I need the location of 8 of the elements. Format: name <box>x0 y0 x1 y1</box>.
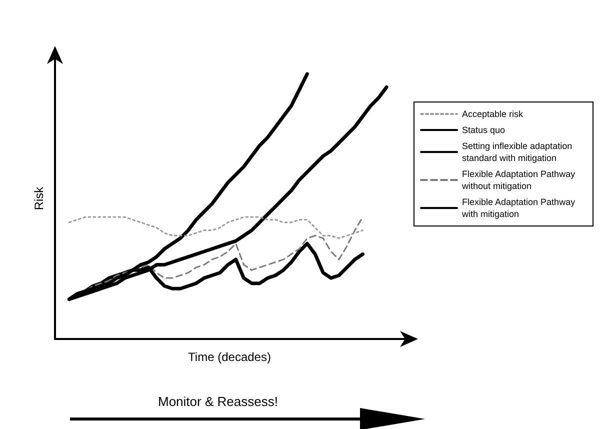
legend-label: Flexible Adaptation Pathway without mitigation <box>461 169 578 191</box>
legend-label: Acceptable risk <box>462 109 524 119</box>
legend-label: Setting inflexible adaptation standard with mitigation <box>462 141 575 163</box>
legend-label: Flexible Adaptation Pathway with mitigation <box>461 197 578 219</box>
y-axis-title: Risk <box>32 186 46 210</box>
legend-label: Status quo <box>462 125 506 135</box>
text: Monitor & Reassess! <box>158 394 278 409</box>
x-axis-title: Time (decades) <box>188 350 271 364</box>
